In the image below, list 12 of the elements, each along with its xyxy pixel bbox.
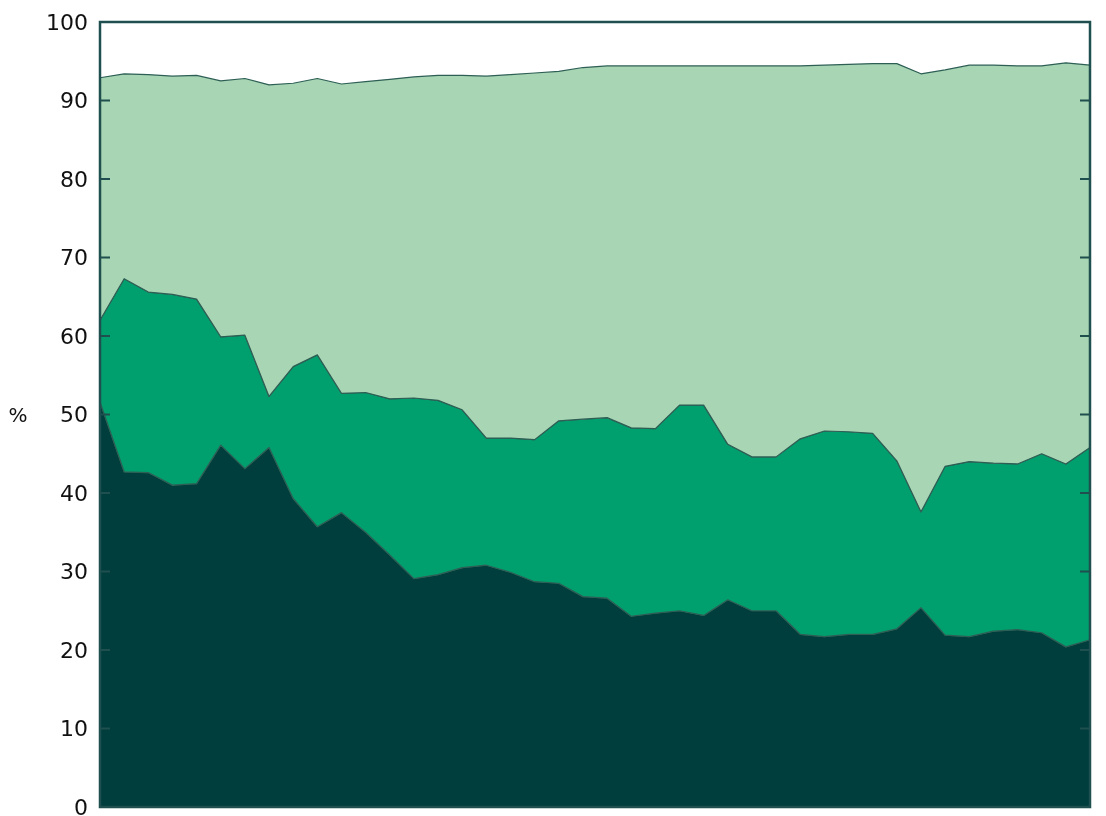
y-tick-label: 0 [74,794,88,816]
y-tick-label: 80 [60,166,88,192]
y-axis-title: % [8,402,28,427]
y-tick-label: 20 [60,637,88,663]
y-tick-label: 30 [60,559,88,585]
y-tick-label: 10 [60,716,88,742]
y-tick-label: 50 [60,402,88,428]
y-tick-label: 100 [46,9,88,35]
y-tick-label: 40 [60,480,88,506]
y-tick-label: 70 [60,245,88,271]
y-tick-label: 60 [60,323,88,349]
y-tick-label: 90 [60,88,88,114]
